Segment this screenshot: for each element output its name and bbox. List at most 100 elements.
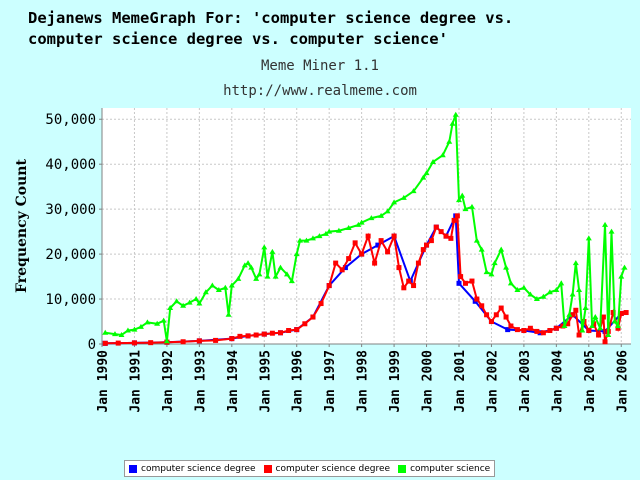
data-point (248, 264, 255, 270)
data-point (589, 323, 596, 329)
x-tick-label: Jan 1996 (291, 350, 306, 413)
data-point (272, 273, 279, 279)
data-point (452, 111, 459, 117)
data-point (253, 275, 260, 281)
data-point (573, 307, 579, 313)
data-point (582, 305, 589, 311)
data-point (521, 328, 527, 334)
data-point (602, 339, 608, 345)
data-point (241, 262, 248, 268)
chart-title-line1: Dejanews MemeGraph For: 'computer scienc… (28, 9, 514, 27)
data-point (229, 336, 235, 342)
data-point (459, 192, 466, 198)
data-point (261, 244, 268, 250)
data-point (102, 329, 109, 335)
data-point (396, 265, 402, 271)
x-tick-label: Jan 1994 (226, 350, 241, 413)
data-point (237, 333, 243, 339)
data-point (196, 338, 202, 344)
legend-swatch (398, 464, 407, 473)
data-point (256, 271, 263, 277)
data-point (576, 332, 582, 338)
data-point (420, 247, 426, 253)
data-point (154, 320, 161, 326)
data-point (520, 284, 527, 290)
x-tick-label: Jan 1995 (258, 350, 273, 413)
data-point (283, 271, 290, 277)
data-point (565, 321, 571, 327)
data-point (131, 340, 137, 346)
data-point (286, 328, 292, 334)
data-point (478, 246, 485, 252)
data-point (411, 283, 417, 289)
data-point (378, 212, 385, 218)
data-point (468, 203, 475, 209)
source-url: http://www.realmeme.com (223, 83, 417, 99)
data-point (359, 251, 365, 257)
data-point (488, 319, 494, 325)
data-point (439, 152, 446, 158)
data-point (456, 280, 462, 286)
data-point (508, 323, 514, 329)
data-point (345, 225, 352, 231)
data-point (296, 237, 303, 243)
data-point (592, 314, 599, 320)
y-tick-label: 0 (88, 337, 96, 353)
data-point (493, 312, 499, 318)
data-point (569, 291, 576, 297)
data-point (503, 314, 509, 320)
x-tick-label: Jan 1992 (161, 350, 176, 413)
legend: computer science degree computer science … (124, 460, 496, 477)
series-3 (102, 111, 628, 344)
legend-swatch (129, 464, 137, 473)
data-point (514, 287, 521, 293)
data-point (473, 237, 480, 243)
data-point (448, 235, 454, 241)
data-point (433, 224, 439, 230)
data-point (115, 340, 121, 346)
x-tick-label: Jan 1990 (96, 350, 111, 413)
data-point (277, 264, 284, 270)
data-point (514, 327, 520, 333)
data-point (326, 228, 333, 234)
data-point (608, 228, 615, 234)
data-point (277, 330, 283, 336)
data-point (372, 260, 378, 266)
data-point (202, 289, 209, 295)
data-point (483, 269, 490, 275)
data-point (449, 120, 456, 126)
data-point (586, 328, 592, 334)
data-point (293, 251, 300, 257)
x-tick-label: Jan 2001 (453, 350, 468, 413)
data-point (597, 325, 604, 331)
data-point (615, 325, 621, 331)
data-point (213, 337, 219, 343)
data-point (167, 305, 174, 311)
y-axis-label: Frequency Count (14, 159, 30, 293)
x-tick-label: Jan 2003 (518, 350, 533, 413)
data-point (196, 300, 203, 306)
data-point (546, 289, 553, 295)
y-tick-label: 40,000 (45, 157, 96, 173)
data-point (623, 310, 629, 316)
data-point (498, 305, 504, 311)
data-point (102, 340, 108, 346)
data-point (469, 278, 475, 284)
data-point (443, 233, 449, 239)
data-point (111, 331, 118, 337)
data-point (423, 170, 430, 176)
data-point (124, 327, 131, 333)
data-point (566, 311, 573, 317)
data-point (333, 260, 339, 266)
data-point (245, 333, 251, 339)
data-point (391, 233, 397, 239)
x-tick-label: Jan 2005 (583, 350, 598, 413)
legend-label: computer science degree (275, 463, 391, 474)
data-point (498, 246, 505, 252)
data-point (302, 321, 308, 327)
data-point (534, 328, 540, 334)
data-point (600, 314, 606, 320)
data-point (326, 283, 332, 289)
data-point (540, 330, 546, 336)
